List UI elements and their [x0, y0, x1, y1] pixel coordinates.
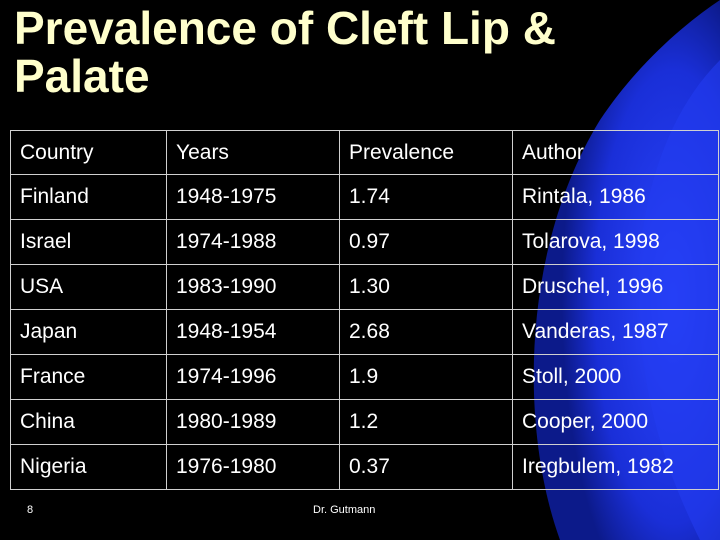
- table-header-row: Country Years Prevalence Author: [10, 130, 719, 175]
- country-cell: Israel: [10, 219, 167, 265]
- author-cell: Rintala, 1986: [512, 174, 719, 220]
- country-cell: China: [10, 399, 167, 445]
- country-cell: Finland: [10, 174, 167, 220]
- column-header: Years: [166, 130, 340, 175]
- prevalence-cell: 0.97: [339, 219, 513, 265]
- author-cell: Vanderas, 1987: [512, 309, 719, 355]
- author-cell: Druschel, 1996: [512, 264, 719, 310]
- table-row: France 1974-1996 1.9 Stoll, 2000: [10, 354, 719, 400]
- table-row: Finland 1948-1975 1.74 Rintala, 1986: [10, 174, 719, 220]
- country-cell: Japan: [10, 309, 167, 355]
- table-row: Nigeria 1976-1980 0.37 Iregbulem, 1982: [10, 444, 719, 490]
- years-cell: 1974-1988: [166, 219, 340, 265]
- years-cell: 1983-1990: [166, 264, 340, 310]
- author-cell: Cooper, 2000: [512, 399, 719, 445]
- country-cell: Nigeria: [10, 444, 167, 490]
- prevalence-cell: 1.2: [339, 399, 513, 445]
- country-cell: France: [10, 354, 167, 400]
- author-cell: Stoll, 2000: [512, 354, 719, 400]
- slide-number: 8: [27, 504, 34, 516]
- prevalence-cell: 0.37: [339, 444, 513, 490]
- table-row: China 1980-1989 1.2 Cooper, 2000: [10, 399, 719, 445]
- years-cell: 1948-1954: [166, 309, 340, 355]
- column-header: Author: [512, 130, 719, 175]
- author-cell: Iregbulem, 1982: [512, 444, 719, 490]
- slide-title: Prevalence of Cleft Lip & Palate: [14, 2, 556, 102]
- years-cell: 1948-1975: [166, 174, 340, 220]
- years-cell: 1974-1996: [166, 354, 340, 400]
- column-header: Country: [10, 130, 167, 175]
- footer-author: Dr. Gutmann: [313, 504, 376, 516]
- table-row: Israel 1974-1988 0.97 Tolarova, 1998: [10, 219, 719, 265]
- prevalence-cell: 2.68: [339, 309, 513, 355]
- prevalence-table: Country Years Prevalence Author Finland …: [10, 130, 719, 490]
- table-row: USA 1983-1990 1.30 Druschel, 1996: [10, 264, 719, 310]
- author-cell: Tolarova, 1998: [512, 219, 719, 265]
- years-cell: 1980-1989: [166, 399, 340, 445]
- years-cell: 1976-1980: [166, 444, 340, 490]
- prevalence-cell: 1.74: [339, 174, 513, 220]
- prevalence-cell: 1.9: [339, 354, 513, 400]
- table-row: Japan 1948-1954 2.68 Vanderas, 1987: [10, 309, 719, 355]
- column-header: Prevalence: [339, 130, 513, 175]
- prevalence-cell: 1.30: [339, 264, 513, 310]
- country-cell: USA: [10, 264, 167, 310]
